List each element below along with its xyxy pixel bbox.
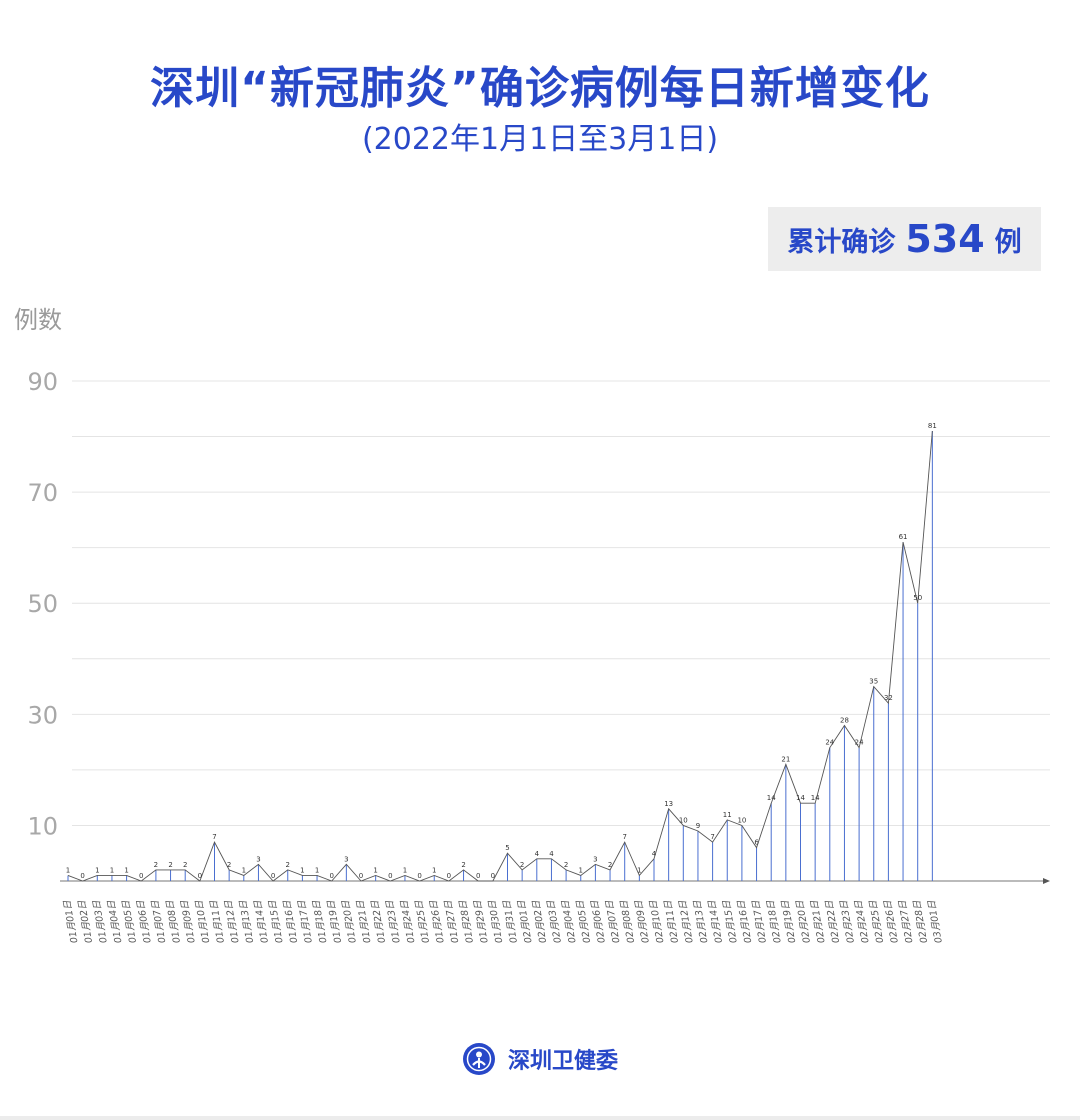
x-axis-arrow (1043, 878, 1050, 884)
data-label: 5 (505, 844, 509, 852)
data-label: 1 (95, 866, 99, 874)
data-label: 0 (388, 872, 392, 880)
data-label: 6 (754, 839, 759, 847)
data-label: 2 (520, 861, 524, 869)
data-label: 2 (461, 861, 465, 869)
data-label: 2 (286, 861, 290, 869)
data-label: 0 (198, 872, 202, 880)
data-label: 81 (928, 422, 937, 430)
data-label: 1 (315, 866, 319, 874)
y-tick-label: 70 (27, 479, 58, 507)
data-label: 1 (242, 866, 246, 874)
data-label: 3 (344, 855, 348, 863)
data-label: 7 (622, 833, 626, 841)
footer-org-name: 深圳卫健委 (508, 1043, 618, 1075)
data-label: 7 (710, 833, 714, 841)
data-label: 0 (80, 872, 84, 880)
data-label: 1 (124, 866, 128, 874)
data-label: 0 (476, 872, 480, 880)
data-label: 24 (855, 739, 864, 747)
data-label: 0 (139, 872, 143, 880)
data-label: 4 (535, 850, 540, 858)
data-label: 3 (256, 855, 260, 863)
data-label: 1 (373, 866, 377, 874)
data-label: 2 (564, 861, 568, 869)
data-label: 14 (796, 794, 805, 802)
data-label: 3 (593, 855, 597, 863)
data-label: 61 (899, 533, 908, 541)
data-label: 50 (913, 594, 922, 602)
data-label: 2 (183, 861, 187, 869)
data-label: 9 (696, 822, 700, 830)
data-label: 1 (579, 866, 583, 874)
data-label: 2 (608, 861, 612, 869)
footer: 深圳卫健委 (0, 1042, 1080, 1076)
bottom-divider (0, 1116, 1080, 1120)
data-label: 0 (359, 872, 363, 880)
health-commission-logo-icon (462, 1042, 496, 1076)
y-tick-label: 50 (27, 590, 58, 618)
data-label: 14 (767, 794, 776, 802)
data-label: 11 (723, 811, 732, 819)
data-label: 4 (652, 850, 657, 858)
data-label: 0 (271, 872, 275, 880)
data-label: 2 (227, 861, 231, 869)
data-label: 1 (432, 866, 436, 874)
data-label: 21 (781, 755, 790, 763)
y-tick-label: 30 (27, 701, 58, 729)
data-label: 10 (679, 816, 688, 824)
data-label: 13 (664, 800, 673, 808)
data-label: 2 (154, 861, 158, 869)
data-label: 0 (329, 872, 333, 880)
data-label: 1 (403, 866, 407, 874)
y-tick-label: 10 (27, 812, 58, 840)
data-label: 1 (66, 866, 70, 874)
data-label: 35 (869, 678, 878, 686)
data-label: 1 (637, 866, 641, 874)
y-tick-label: 90 (27, 368, 58, 396)
data-label: 4 (549, 850, 554, 858)
data-label: 28 (840, 716, 849, 724)
data-label: 1 (300, 866, 304, 874)
data-label: 24 (825, 739, 834, 747)
data-label: 0 (417, 872, 421, 880)
data-label: 32 (884, 694, 893, 702)
data-label: 7 (212, 833, 216, 841)
data-label: 14 (811, 794, 820, 802)
data-label: 0 (447, 872, 451, 880)
series-line (68, 431, 932, 881)
data-label: 0 (491, 872, 495, 880)
data-label: 10 (737, 816, 746, 824)
data-label: 1 (110, 866, 114, 874)
data-label: 2 (168, 861, 172, 869)
